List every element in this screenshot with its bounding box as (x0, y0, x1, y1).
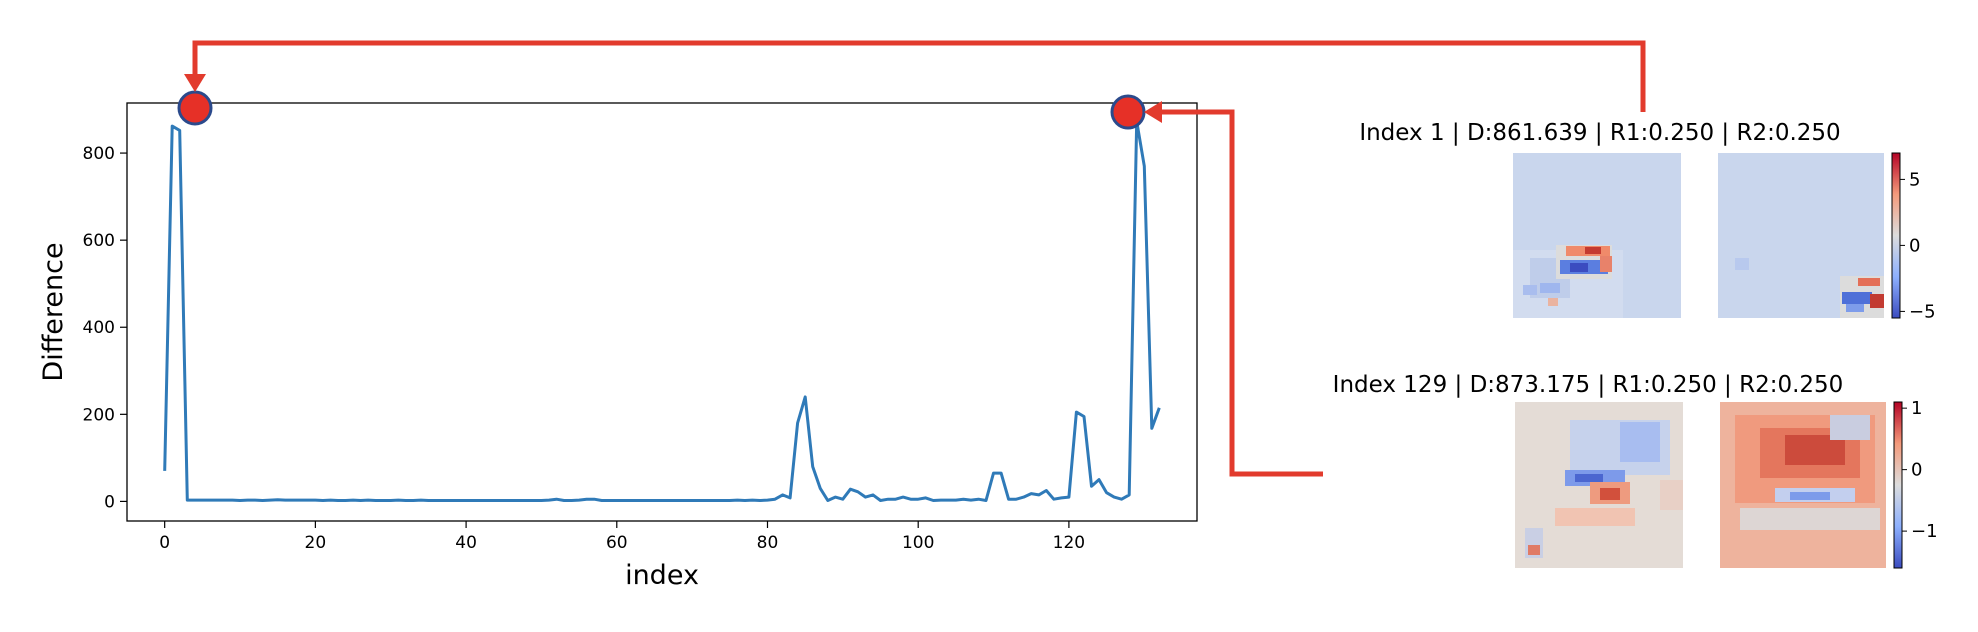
x-tick-label: 120 (1053, 533, 1085, 553)
colorbar-index-1 (1891, 152, 1901, 319)
colorbar-tick-label: 5 (1909, 169, 1920, 190)
y-tick-label: 600 (83, 231, 115, 251)
highlight-marker (177, 90, 213, 126)
highlight-markers (177, 90, 1146, 130)
x-axis-ticks: 0 20 40 60 80 100 120 (159, 521, 1085, 553)
colorbar-tick-label: 0 (1909, 235, 1920, 256)
connector-arrows (184, 40, 1646, 477)
heatmap-panel-index-129: Index 129 | D:873.175 | R1:0.250 | R2:0.… (1333, 372, 1938, 569)
heatmap-title-index-129: Index 129 | D:873.175 | R1:0.250 | R2:0.… (1333, 372, 1844, 398)
heatmap-r2-index-1 (1718, 153, 1884, 318)
y-axis-title: Difference (38, 242, 69, 381)
arrow-index-129-head (1144, 101, 1162, 123)
colorbar-index-129 (1893, 401, 1903, 569)
colorbar-tick-label: −5 (1909, 301, 1936, 322)
x-tick-label: 0 (159, 533, 170, 553)
y-tick-label: 0 (104, 492, 115, 512)
heatmap-r1-index-129 (1515, 402, 1683, 568)
heatmap-r2-index-129 (1720, 402, 1886, 568)
arrow-index-1-head (184, 74, 206, 92)
x-axis-title: index (625, 560, 699, 591)
x-tick-label: 20 (305, 533, 327, 553)
colorbar-tick-label: 1 (1911, 398, 1922, 419)
x-tick-label: 100 (902, 533, 934, 553)
difference-line-chart: 0 20 40 60 80 100 120 0 200 400 600 800 index Diff… (38, 90, 1198, 591)
x-tick-label: 60 (606, 533, 628, 553)
heatmap-panel-index-1: Index 1 | D:861.639 | R1:0.250 | R2:0.25… (1359, 120, 1935, 322)
y-axis-ticks: 0 200 400 600 800 (83, 144, 127, 512)
y-tick-label: 200 (83, 405, 115, 425)
y-tick-label: 800 (83, 144, 115, 164)
difference-series-line (163, 119, 1161, 502)
heatmap-title-index-1: Index 1 | D:861.639 | R1:0.250 | R2:0.25… (1359, 120, 1840, 146)
colorbar-ticks-index-129: 1 0 −1 (1902, 398, 1938, 542)
colorbar-tick-label: −1 (1911, 521, 1938, 542)
x-tick-label: 80 (757, 533, 779, 553)
arrow-index-1-connector (192, 40, 1646, 112)
heatmap-r1-index-1 (1513, 153, 1681, 318)
colorbar-tick-label: 0 (1911, 460, 1922, 481)
colorbar-ticks-index-1: 5 0 −5 (1900, 169, 1936, 322)
y-tick-label: 400 (83, 318, 115, 338)
arrow-index-129-connector (1158, 109, 1323, 477)
plot-frame (126, 102, 1198, 522)
highlight-marker (1110, 94, 1146, 130)
x-tick-label: 40 (455, 533, 477, 553)
